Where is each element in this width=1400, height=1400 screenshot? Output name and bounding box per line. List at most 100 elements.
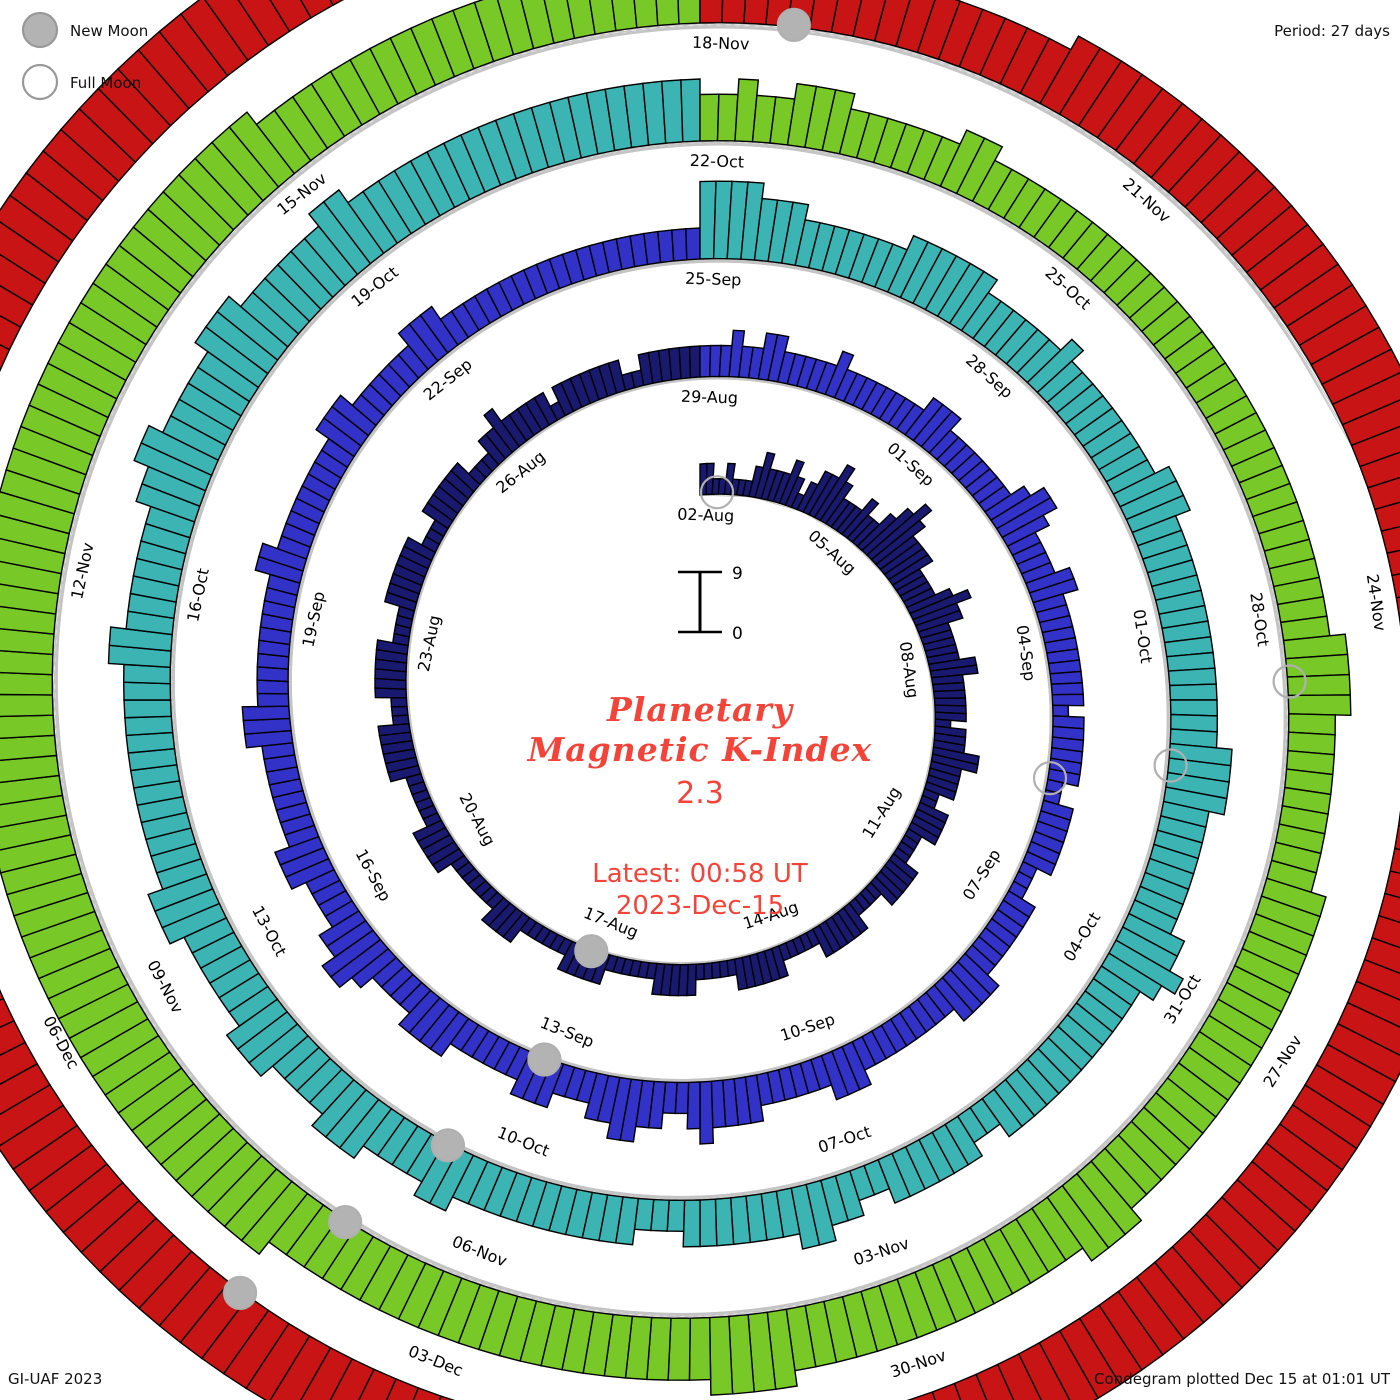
- k-index-bar: [607, 359, 627, 394]
- k-index-bar: [657, 229, 675, 264]
- k-index-bar: [784, 475, 806, 509]
- k-index-bar: [710, 1079, 727, 1129]
- k-index-bar: [931, 1382, 962, 1400]
- date-label: 24-Nov: [1363, 573, 1390, 632]
- k-index-bar: [790, 1183, 821, 1250]
- k-index-bar: [179, 0, 249, 77]
- k-index-bar: [710, 961, 722, 980]
- k-index-bar: [0, 997, 15, 1029]
- k-index-bar: [655, 0, 680, 27]
- k-index-bar: [1168, 683, 1218, 701]
- k-index-bar: [0, 794, 68, 828]
- k-index-bar: [1107, 939, 1185, 995]
- k-index-bar: [932, 689, 967, 700]
- k-index-bar: [1287, 713, 1337, 736]
- full-moon-marker: [1032, 761, 1068, 796]
- k-index-bar: [699, 1198, 718, 1248]
- k-index-bar: [1384, 870, 1400, 899]
- k-index-bar: [723, 462, 736, 496]
- k-index-bar: [0, 343, 11, 373]
- date-label: 16-Oct: [183, 567, 213, 624]
- k-index-bar: [865, 503, 933, 561]
- k-index-bar: [1167, 667, 1217, 687]
- date-label: 06-Nov: [449, 1232, 509, 1271]
- new-moon-icon: [21, 11, 59, 49]
- date-label: 10-Sep: [778, 1009, 837, 1045]
- credit-label: GI-UAF 2023: [8, 1370, 103, 1388]
- k-index-bar: [1047, 767, 1081, 788]
- k-index-bar: [852, 0, 887, 42]
- k-index-bar: [140, 424, 220, 477]
- k-index-bar: [733, 956, 748, 991]
- k-index-bar: [1389, 847, 1400, 875]
- k-index-bar: [1287, 694, 1352, 717]
- k-index-bar: [923, 780, 957, 802]
- k-index-bar: [124, 715, 174, 737]
- k-index-bar: [0, 314, 22, 351]
- k-index-bar: [1393, 824, 1400, 851]
- k-index-bar: [920, 410, 962, 454]
- k-index-bar: [909, 588, 972, 621]
- k-index-bar: [1022, 850, 1057, 877]
- k-index-bar: [256, 692, 290, 708]
- k-index-bar: [1395, 596, 1400, 622]
- k-index-bar: [329, 0, 345, 7]
- new-moon-marker: [527, 1042, 562, 1077]
- k-index-bar: [995, 496, 1058, 539]
- date-label: 03-Nov: [851, 1233, 911, 1269]
- k-index-bar: [480, 896, 512, 927]
- k-index-bar: [390, 705, 409, 717]
- k-index-bar: [699, 1080, 715, 1145]
- k-index-bar: [677, 0, 701, 25]
- k-index-bar: [1100, 952, 1163, 1002]
- k-index-bar: [241, 705, 291, 722]
- k-index-bar: [611, 0, 638, 32]
- k-index-bar: [0, 754, 60, 784]
- k-index-bar: [1331, 372, 1400, 426]
- k-index-bar: [1028, 577, 1079, 604]
- k-index-bar: [473, 0, 515, 63]
- k-index-bar: [520, 0, 555, 50]
- full-moon-legend-label: Full Moon: [70, 74, 141, 92]
- k-index-bar: [873, 0, 911, 48]
- k-index-bar: [1336, 1001, 1400, 1057]
- k-index-bar: [0, 605, 57, 635]
- k-index-bar: [329, 1357, 375, 1400]
- moon-legend: New Moon Full Moon: [21, 11, 148, 101]
- k-index-bar: [318, 909, 367, 948]
- k-index-bar: [0, 833, 77, 874]
- k-index-bar: [877, 1152, 912, 1205]
- date-label: 14-Aug: [741, 897, 801, 933]
- k-index-bar: [699, 93, 720, 142]
- k-index-bar: [300, 1346, 354, 1400]
- date-label: 22-Oct: [690, 151, 745, 172]
- k-index-bar: [300, 0, 335, 19]
- scale-key-max-label: 9: [732, 564, 743, 584]
- date-label: 19-Sep: [298, 590, 328, 649]
- k-index-bar: [583, 1072, 610, 1122]
- k-index-bar: [419, 305, 459, 354]
- full-moon-marker: [1272, 664, 1307, 699]
- k-index-bar: [438, 1395, 456, 1400]
- k-index-bar: [588, 0, 617, 36]
- date-label: 10-Oct: [495, 1123, 552, 1161]
- full-moon-marker: [699, 475, 735, 510]
- k-index-bar: [1391, 573, 1400, 599]
- date-label: 16-Sep: [352, 846, 395, 905]
- spiral-arm: [107, 78, 1233, 1250]
- k-index-bar: [1359, 451, 1400, 489]
- date-label: 07-Sep: [959, 846, 1005, 904]
- k-index-bar: [375, 639, 409, 656]
- k-index-bar: [1386, 549, 1400, 577]
- date-label: 20-Aug: [455, 790, 499, 849]
- k-index-bar: [122, 681, 172, 701]
- full-moon-marker: [1153, 748, 1188, 783]
- k-index-bar: [0, 734, 58, 762]
- k-index-bar: [840, 497, 880, 539]
- date-label: 28-Oct: [1246, 591, 1273, 647]
- k-index-bar: [310, 1078, 367, 1138]
- k-index-bar: [0, 560, 62, 595]
- k-index-bar: [256, 679, 290, 695]
